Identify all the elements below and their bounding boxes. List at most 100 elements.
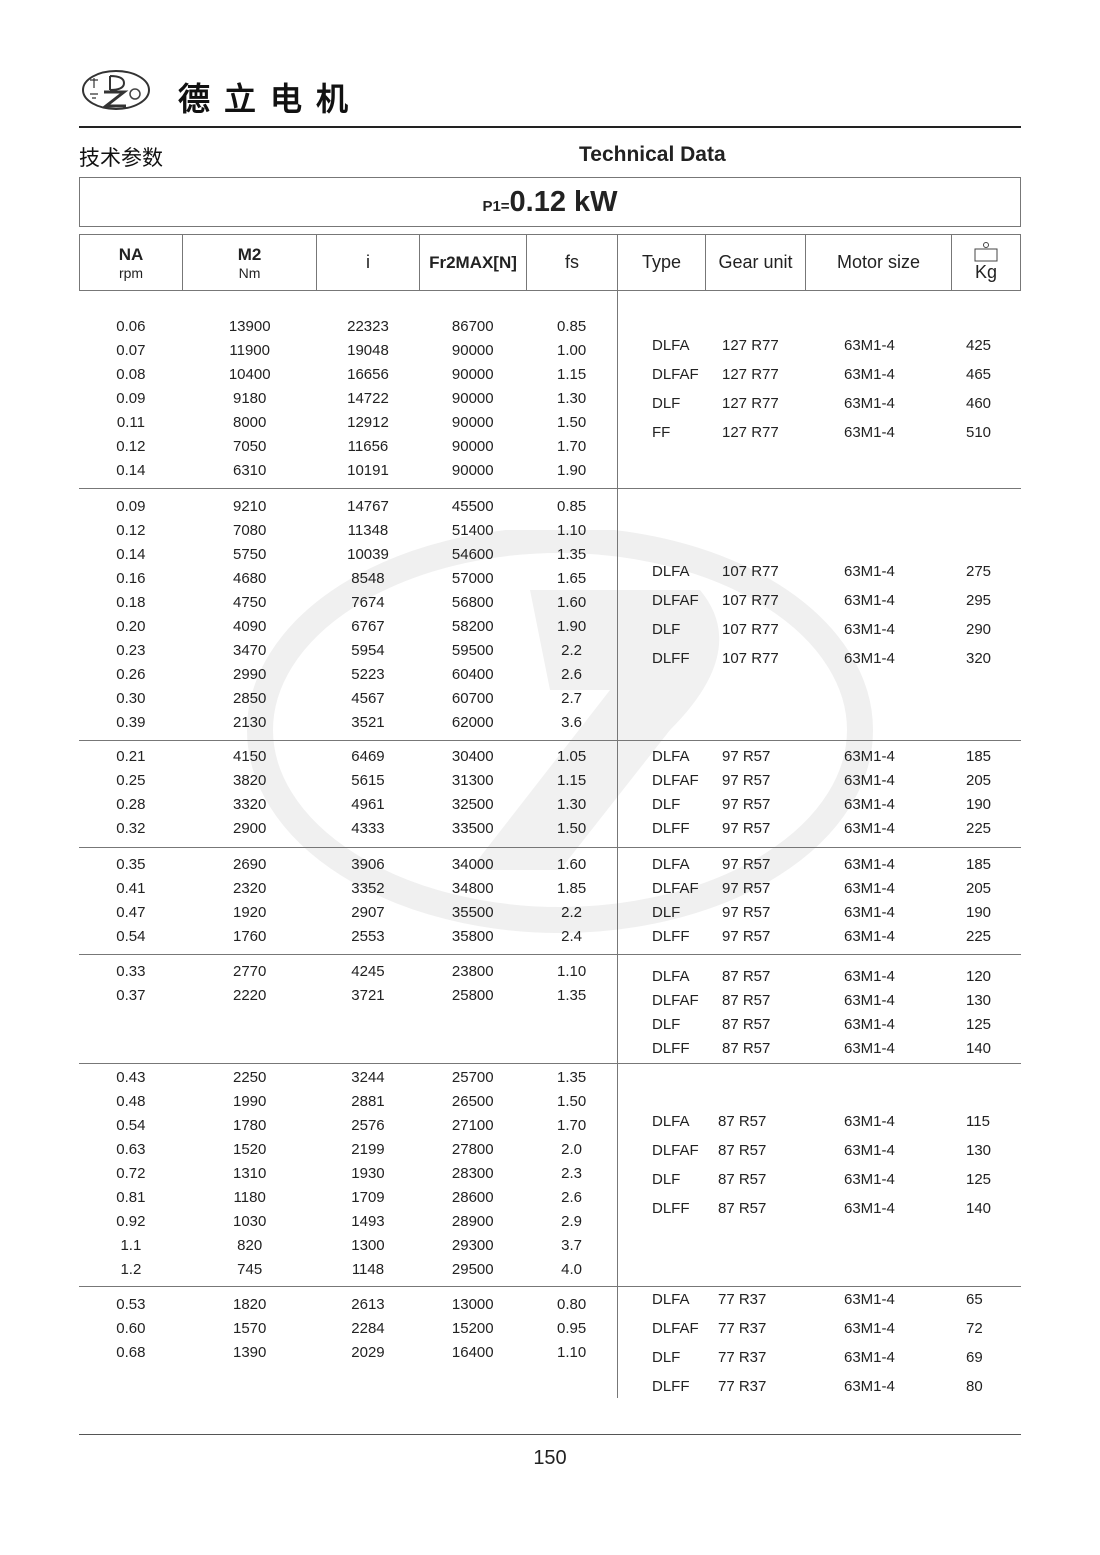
- power-value: 0.12 kW: [509, 186, 618, 218]
- ratio-i: 19048: [347, 342, 389, 359]
- service-factor-fs: 0.80: [556, 1296, 587, 1313]
- torque-m2: 1780: [233, 1117, 267, 1134]
- gear-unit: 77 R37: [718, 1348, 767, 1366]
- speed-na: 0.37: [116, 987, 146, 1004]
- table-row: 0.30 2850 4567 60700 2.7: [79, 687, 617, 711]
- torque-m2: 2990: [233, 666, 267, 683]
- motor-size: 63M1-4: [844, 1142, 895, 1159]
- table-row: 1.2 745 1148 29500 4.0: [79, 1258, 617, 1282]
- ratio-i: 5954: [351, 642, 385, 659]
- weight-kg: 460: [966, 395, 992, 412]
- speed-na: 0.06: [116, 318, 146, 335]
- ratio-i: 4333: [351, 820, 385, 837]
- service-factor-fs: 1.10: [556, 1344, 587, 1361]
- unit-row: DLFF 87 R57 63M1-4 140: [618, 1037, 1021, 1061]
- service-factor-fs: 1.50: [556, 820, 587, 837]
- table-group: 0.43 2250 3244 25700 1.35 0.48 1990 2881 26500 1.…: [79, 1064, 1021, 1287]
- type: DLFF: [652, 1200, 690, 1217]
- table-row: 0.39 2130 3521 62000 3.6: [79, 711, 617, 735]
- table-row: 0.54 1780 2576 27100 1.70: [79, 1114, 617, 1138]
- ratio-i: 7674: [351, 594, 385, 611]
- gear-unit: 97 R57: [722, 904, 771, 921]
- weight-kg: 295: [966, 591, 992, 609]
- force-fr2max: 62000: [451, 714, 494, 731]
- ratio-i: 11348: [347, 522, 389, 539]
- speed-na: 0.54: [116, 1117, 146, 1134]
- torque-m2: 745: [237, 1261, 263, 1278]
- gear-unit: 87 R57: [718, 1171, 767, 1188]
- weight-kg: 190: [966, 796, 992, 813]
- weight-kg: 125: [966, 1171, 992, 1188]
- service-factor-fs: 1.00: [556, 342, 587, 359]
- power-prefix: P1=: [482, 198, 510, 215]
- force-fr2max: 33500: [451, 820, 494, 837]
- table-row: 0.14 5750 10039 54600 1.35: [79, 543, 617, 567]
- ratio-i: 14767: [347, 498, 389, 515]
- unit-row: DLFAF 87 R57 63M1-4 130: [618, 989, 1021, 1013]
- ratio-i: 1300: [351, 1237, 385, 1254]
- speed-na: 0.33: [116, 963, 146, 980]
- service-factor-fs: 0.85: [556, 318, 587, 335]
- force-fr2max: 60400: [451, 666, 494, 683]
- torque-m2: 1820: [233, 1296, 267, 1313]
- torque-m2: 10400: [228, 366, 271, 383]
- service-factor-fs: 1.70: [556, 438, 587, 455]
- unit-row: DLFA 97 R57 63M1-4 185: [618, 745, 1021, 769]
- speed-na: 0.92: [116, 1213, 146, 1230]
- service-factor-fs: 2.4: [561, 928, 583, 945]
- force-fr2max: 34000: [451, 856, 494, 873]
- service-factor-fs: 2.2: [561, 642, 583, 659]
- table-row: 0.68 1390 2029 16400 1.10: [79, 1341, 617, 1365]
- table-row: 1.1 820 1300 29300 3.7: [79, 1234, 617, 1258]
- weight-kg: 120: [966, 968, 992, 985]
- force-fr2max: 16400: [451, 1344, 494, 1361]
- service-factor-fs: 1.50: [556, 1093, 587, 1110]
- type: DLFF: [652, 649, 690, 667]
- ratio-i: 3721: [351, 987, 385, 1004]
- motor-size: 63M1-4: [844, 337, 895, 354]
- service-factor-fs: 1.90: [556, 462, 587, 479]
- torque-m2: 820: [237, 1237, 263, 1254]
- type: DLF: [652, 1016, 681, 1033]
- torque-m2: 4090: [233, 618, 267, 635]
- weight-kg: 65: [966, 1290, 983, 1308]
- col-gear-unit: Gear unit: [706, 235, 806, 290]
- type: DLFAF: [652, 1142, 699, 1159]
- motor-size: 63M1-4: [844, 1171, 895, 1188]
- weight-kg: 190: [966, 904, 992, 921]
- speed-na: 0.20: [116, 618, 146, 635]
- table-row: 0.35 2690 3906 34000 1.60: [79, 853, 617, 877]
- gear-unit: 97 R57: [722, 796, 771, 813]
- motor-size: 63M1-4: [844, 1040, 895, 1057]
- speed-na: 0.47: [116, 904, 146, 921]
- table-row: 0.48 1990 2881 26500 1.50: [79, 1090, 617, 1114]
- table-row: 0.23 3470 5954 59500 2.2: [79, 639, 617, 663]
- ratio-i: 3521: [351, 714, 385, 731]
- motor-size: 63M1-4: [844, 1290, 895, 1308]
- type: DLFAF: [652, 992, 699, 1009]
- unit-row: DLF 127 R77 63M1-4 460: [618, 389, 1021, 418]
- force-fr2max: 57000: [451, 570, 494, 587]
- motor-size: 63M1-4: [844, 796, 895, 813]
- speed-na: 0.09: [116, 390, 146, 407]
- speed-na: 0.14: [116, 462, 146, 479]
- unit-row: DLFF 77 R37 63M1-4 80: [618, 1372, 1021, 1401]
- weight-kg: 510: [966, 424, 992, 441]
- motor-size: 63M1-4: [844, 620, 895, 638]
- unit-row: DLFAF 107 R77 63M1-4 295: [618, 586, 1021, 615]
- force-fr2max: 60700: [451, 690, 494, 707]
- type: DLFAF: [652, 591, 699, 609]
- force-fr2max: 51400: [451, 522, 494, 539]
- weight-kg: 275: [966, 562, 992, 580]
- col-m2-label: M2: [237, 244, 262, 264]
- type: DLFAF: [652, 772, 699, 789]
- ratio-i: 3244: [351, 1069, 385, 1086]
- gear-unit: 127 R77: [722, 337, 779, 354]
- speed-na: 0.12: [116, 438, 146, 455]
- motor-size: 63M1-4: [844, 772, 895, 789]
- speed-na: 0.53: [116, 1296, 146, 1313]
- motor-size: 63M1-4: [844, 968, 895, 985]
- torque-m2: 1520: [233, 1141, 267, 1158]
- service-factor-fs: 2.6: [561, 1189, 583, 1206]
- unit-row: DLFAF 97 R57 63M1-4 205: [618, 877, 1021, 901]
